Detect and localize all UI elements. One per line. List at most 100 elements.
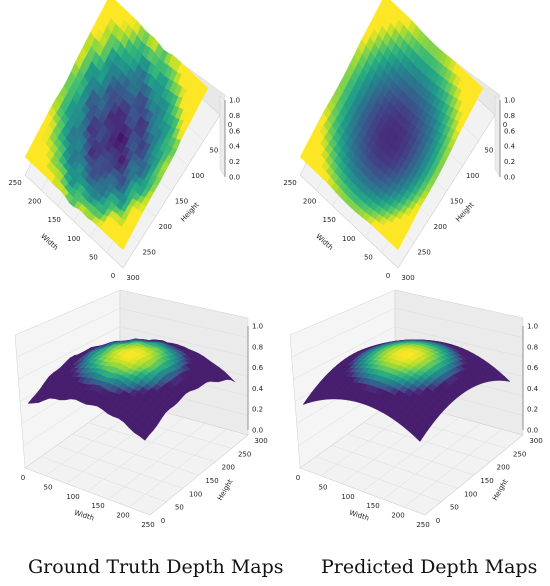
width-tick-label: 200 <box>303 198 316 206</box>
width-tick-label: 100 <box>341 493 354 501</box>
z-tick-label: 1.0 <box>252 323 263 331</box>
height-tick-label: 50 <box>450 504 459 512</box>
width-tick-label: 50 <box>319 483 328 491</box>
height-tick-label: 200 <box>434 223 447 231</box>
height-tick-label: 300 <box>254 437 267 445</box>
height-tick-label: 150 <box>205 477 218 485</box>
width-tick-label: 250 <box>416 521 429 529</box>
height-tick-label: 50 <box>209 147 218 155</box>
z-tick-label: 0.4 <box>229 143 241 151</box>
depth-surface <box>24 0 209 251</box>
width-tick-label: 100 <box>66 493 79 501</box>
width-tick-label: 50 <box>364 253 373 261</box>
width-tick-label: 0 <box>296 474 300 482</box>
width-tick-label: 50 <box>89 253 98 261</box>
width-tick-label: 50 <box>44 483 53 491</box>
z-tick-label: 0.8 <box>229 112 240 120</box>
z-tick-label: 0.2 <box>504 158 515 166</box>
width-tick-label: 200 <box>391 512 404 520</box>
width-axis-label: Width <box>39 232 59 252</box>
depth-surface <box>299 0 484 251</box>
height-tick-label: 200 <box>497 464 510 472</box>
width-axis-label: Width <box>314 232 334 252</box>
height-tick-label: 250 <box>513 450 526 458</box>
height-tick-label: 100 <box>189 490 202 498</box>
z-tick-label: 0.4 <box>527 385 539 393</box>
surface-patch <box>105 0 115 7</box>
z-tick-label: 0.6 <box>229 127 241 135</box>
height-tick-label: 250 <box>417 249 430 257</box>
surface-patch <box>199 83 209 96</box>
height-tick-label: 50 <box>484 147 493 155</box>
z-tick-label: 0.2 <box>229 158 240 166</box>
z-tick-label: 0.8 <box>252 343 263 351</box>
z-tick-label: 1.0 <box>504 97 515 105</box>
height-axis-label: Height <box>491 478 510 502</box>
z-tick-label: 0.4 <box>504 143 516 151</box>
z-tick-label: 0.6 <box>252 364 264 372</box>
surface-patch <box>474 83 484 96</box>
grid-line <box>293 326 396 380</box>
z-tick-label: 1.0 <box>229 97 240 105</box>
z-tick-label: 0.2 <box>252 406 263 414</box>
surface-patch <box>225 375 236 383</box>
height-tick-label: 150 <box>175 198 188 206</box>
height-tick-label: 50 <box>175 504 184 512</box>
width-tick-label: 250 <box>8 179 21 187</box>
z-tick-label: 0.8 <box>504 112 515 120</box>
caption-ground-truth: Ground Truth Depth Maps <box>28 556 284 578</box>
surface-plot-top-left: 0.0 0.2 0.4 0.6 0.8 1.0 0 50 100 150 200 250 Width 0 5… <box>8 0 241 282</box>
width-tick-label: 200 <box>116 512 129 520</box>
grid-line <box>119 326 249 358</box>
surface-patch <box>500 375 511 382</box>
height-tick-label: 300 <box>401 274 414 282</box>
height-tick-label: 300 <box>126 274 139 282</box>
z-tick-label: 0.0 <box>504 174 515 182</box>
height-tick-label: 100 <box>466 172 479 180</box>
height-tick-label: 150 <box>450 198 463 206</box>
width-tick-label: 150 <box>323 216 336 224</box>
grid-line <box>18 326 121 380</box>
width-tick-label: 100 <box>67 235 80 243</box>
grid-line <box>16 308 121 358</box>
z-tick-label: 0.0 <box>229 174 240 182</box>
height-axis-label: Height <box>216 478 235 502</box>
height-tick-label: 0 <box>436 517 440 525</box>
z-tick-label: 0.0 <box>252 427 263 435</box>
side-pane <box>494 95 501 178</box>
grid-line <box>119 308 249 338</box>
height-tick-label: 100 <box>191 172 204 180</box>
height-tick-label: 250 <box>142 249 155 257</box>
width-tick-label: 150 <box>91 502 104 510</box>
height-tick-label: 0 <box>161 517 165 525</box>
side-pane <box>219 95 226 178</box>
z-tick-label: 0.0 <box>527 427 538 435</box>
height-tick-label: 300 <box>529 437 542 445</box>
surface-patch <box>380 0 390 7</box>
width-tick-label: 200 <box>28 198 41 206</box>
grid-line <box>394 326 524 358</box>
height-tick-label: 150 <box>480 477 493 485</box>
width-tick-label: 250 <box>283 179 296 187</box>
width-tick-label: 150 <box>48 216 61 224</box>
surface-plot-top-right: 0.0 0.2 0.4 0.6 0.8 1.0 0 50 100 150 200 250 Width 0 5… <box>283 0 516 282</box>
grid-line <box>291 308 396 358</box>
width-tick-label: 100 <box>342 235 355 243</box>
width-tick-label: 0 <box>111 272 115 280</box>
z-tick-label: 0.6 <box>504 127 516 135</box>
z-tick-label: 1.0 <box>527 323 538 331</box>
height-tick-label: 200 <box>222 464 235 472</box>
height-tick-label: 0 <box>228 121 232 129</box>
width-tick-label: 0 <box>21 474 25 482</box>
height-tick-label: 0 <box>503 121 507 129</box>
width-axis-label: Width <box>73 509 95 523</box>
z-tick-label: 0.2 <box>527 406 538 414</box>
height-tick-label: 200 <box>159 223 172 231</box>
caption-predicted: Predicted Depth Maps <box>321 556 538 578</box>
depth-surface <box>27 338 236 441</box>
width-tick-label: 150 <box>366 502 379 510</box>
width-axis-label: Width <box>348 509 370 523</box>
